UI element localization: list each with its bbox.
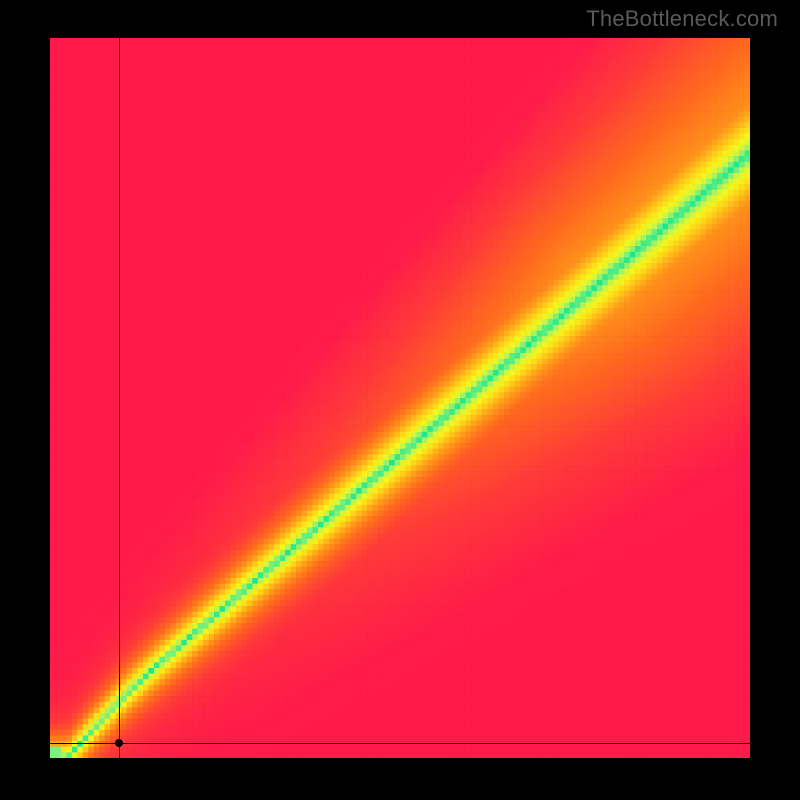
heatmap-plot [50, 38, 750, 758]
chart-frame: TheBottleneck.com [0, 0, 800, 800]
watermark-text: TheBottleneck.com [586, 6, 778, 32]
heatmap-canvas [50, 38, 750, 758]
